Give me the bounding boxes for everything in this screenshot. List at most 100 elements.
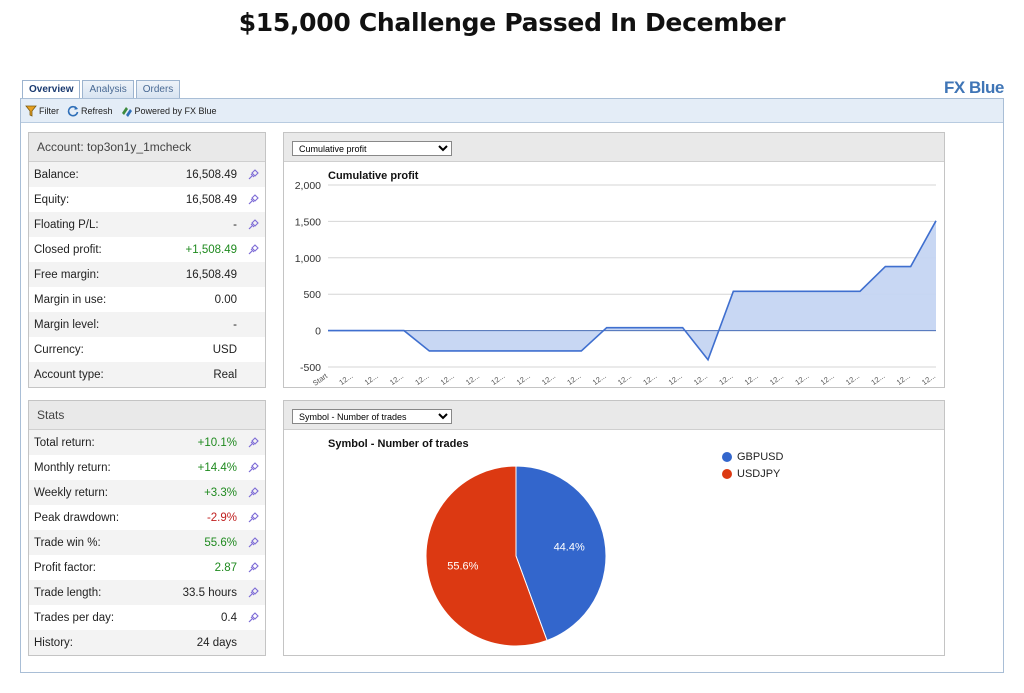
profit-chart: Cumulative profit 2,000 1,500 1,000 500 0 -500…: [295, 170, 937, 388]
pin-button[interactable]: [241, 193, 265, 206]
account-row-value: 16,508.49: [185, 193, 237, 206]
symbol-chart-select[interactable]: Symbol - Number of trades: [292, 409, 452, 424]
stats-row: Total return: +10.1%: [29, 430, 265, 455]
symbol-chart-header: Symbol - Number of trades: [284, 401, 944, 430]
x-tick-label: 12...: [743, 371, 760, 387]
account-row: Floating P/L: -: [29, 212, 265, 237]
x-tick-label: 12...: [717, 371, 734, 387]
stats-row-label: Trade win %:: [34, 536, 101, 549]
account-row-label: Balance:: [34, 168, 79, 181]
account-row-label: Equity:: [34, 193, 70, 206]
account-row-label: Margin in use:: [34, 293, 107, 306]
stats-row: Trades per day: 0.4: [29, 605, 265, 630]
account-row: Currency: USD: [29, 337, 265, 362]
account-row: Account type: Real: [29, 362, 265, 387]
x-tick-label: 12...: [337, 371, 354, 387]
pin-icon: [248, 436, 259, 447]
pin-button[interactable]: [241, 486, 265, 499]
stats-row: History: 24 days: [29, 630, 265, 655]
pin-button[interactable]: [241, 536, 265, 549]
powered-by-link[interactable]: Powered by FX Blue: [121, 105, 217, 117]
profit-chart-panel: Cumulative profit Cumulative profit 2,000…: [283, 132, 945, 388]
x-tick-label: 12...: [489, 371, 506, 387]
stats-row-label: Peak drawdown:: [34, 511, 120, 524]
pin-icon: [248, 511, 259, 522]
x-tick-label: 12...: [591, 371, 608, 387]
stats-row-label: Total return:: [34, 436, 95, 449]
toolbar: Filter Refresh Powered by FX Blue: [21, 99, 1003, 123]
y-tick-label: 2,000: [295, 180, 321, 192]
filter-label: Filter: [39, 105, 59, 116]
stats-row: Profit factor: 2.87: [29, 555, 265, 580]
account-row: Closed profit: +1,508.49: [29, 237, 265, 262]
pin-icon: [248, 586, 259, 597]
y-tick-label: 1,000: [295, 253, 321, 265]
x-tick-label: 12...: [641, 371, 658, 387]
pie-label-gbpusd: 44.4%: [554, 542, 585, 554]
tab-orders[interactable]: Orders: [135, 80, 181, 99]
pie-label-usdjpy: 55.6%: [447, 560, 478, 572]
x-tick-label: 12...: [667, 371, 684, 387]
account-header: Account: top3on1y_1mcheck: [29, 133, 265, 162]
account-panel: Account: top3on1y_1mcheck Balance: 16,508…: [28, 132, 266, 388]
pie-chart-title: Symbol - Number of trades: [328, 438, 469, 450]
stats-row-value: 0.4: [221, 611, 237, 624]
chart-type-select[interactable]: Cumulative profit: [292, 141, 452, 156]
pie-slice-gbpusd: [515, 465, 607, 642]
account-row-value: -: [233, 218, 237, 231]
pin-button[interactable]: [241, 461, 265, 474]
stats-row-value: +14.4%: [197, 461, 237, 474]
tab-analysis[interactable]: Analysis: [82, 80, 134, 99]
stats-row-value: 55.6%: [204, 536, 237, 549]
account-row-label: Free margin:: [34, 268, 100, 281]
pin-button[interactable]: [241, 586, 265, 599]
pin-button[interactable]: [241, 511, 265, 524]
account-rows: Balance: 16,508.49 Equity: 16,508.49 Floatin…: [29, 162, 265, 387]
y-tick-label: 1,500: [295, 216, 321, 228]
page-title: $15,000 Challenge Passed In December: [238, 8, 786, 37]
stats-row: Weekly return: +3.3%: [29, 480, 265, 505]
stats-row-label: Profit factor:: [34, 561, 96, 574]
y-tick-label: -500: [300, 362, 321, 374]
account-row-label: Closed profit:: [34, 243, 102, 256]
y-tick-label: 0: [315, 326, 321, 338]
x-tick-label: 12...: [388, 371, 405, 387]
account-row-label: Floating P/L:: [34, 218, 99, 231]
stats-row-label: Weekly return:: [34, 486, 108, 499]
x-tick-label: 12...: [793, 371, 810, 387]
x-tick-label: 12...: [616, 371, 633, 387]
stats-header: Stats: [29, 401, 265, 430]
stats-rows: Total return: +10.1% Monthly return: +14.4%…: [29, 430, 265, 655]
stats-panel: Stats Total return: +10.1% Monthly return:…: [28, 400, 266, 656]
account-row-label: Account type:: [34, 368, 104, 381]
x-tick-label: 12...: [844, 371, 861, 387]
pin-button[interactable]: [241, 436, 265, 449]
profit-chart-header: Cumulative profit: [284, 133, 944, 162]
account-row: Equity: 16,508.49: [29, 187, 265, 212]
stats-row-value: +3.3%: [204, 486, 237, 499]
filter-button[interactable]: Filter: [25, 105, 59, 117]
y-tick-label: 500: [303, 289, 321, 301]
refresh-icon: [67, 105, 79, 116]
pin-button[interactable]: [241, 243, 265, 256]
stats-row-label: Trades per day:: [34, 611, 115, 624]
legend-dot-usdjpy: [722, 469, 732, 479]
pin-button[interactable]: [241, 168, 265, 181]
stats-row-value: 33.5 hours: [182, 586, 237, 599]
pin-icon: [248, 561, 259, 572]
account-row: Free margin: 16,508.49: [29, 262, 265, 287]
pin-icon: [248, 193, 259, 204]
legend-label-usdjpy: USDJPY: [737, 468, 781, 480]
pin-button[interactable]: [241, 218, 265, 231]
stats-row-value: 2.87: [214, 561, 237, 574]
stats-row: Trade win %: 55.6%: [29, 530, 265, 555]
tab-overview[interactable]: Overview: [22, 80, 81, 100]
pin-icon: [248, 461, 259, 472]
x-tick-label: 12...: [515, 371, 532, 387]
pin-button[interactable]: [241, 611, 265, 624]
powered-label: Powered by FX Blue: [134, 105, 217, 116]
x-tick-label: 12...: [692, 371, 709, 387]
refresh-button[interactable]: Refresh: [67, 105, 113, 117]
x-tick-label: 12...: [565, 371, 582, 387]
pin-button[interactable]: [241, 561, 265, 574]
